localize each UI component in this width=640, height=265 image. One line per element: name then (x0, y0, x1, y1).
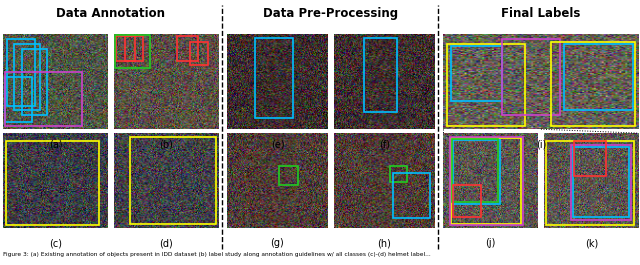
Bar (452, 139, 498, 202)
Bar (6, 141, 99, 225)
Text: (c): (c) (49, 238, 62, 249)
Bar (502, 39, 561, 115)
Bar (177, 36, 198, 61)
Bar (125, 36, 143, 61)
Text: (e): (e) (271, 140, 284, 150)
Bar (390, 166, 406, 182)
Text: Data Annotation: Data Annotation (56, 7, 166, 20)
Bar (280, 166, 298, 185)
Text: (k): (k) (585, 238, 598, 249)
Bar (546, 141, 634, 225)
Bar (130, 137, 216, 224)
Bar (115, 36, 150, 68)
Bar (5, 72, 82, 126)
Text: (f): (f) (379, 140, 390, 150)
Text: (h): (h) (378, 238, 392, 249)
Bar (5, 77, 33, 122)
Bar (452, 185, 481, 217)
Bar (116, 36, 135, 61)
Bar (574, 141, 605, 176)
Bar (392, 173, 430, 218)
Bar (364, 38, 397, 112)
Bar (8, 39, 35, 105)
Bar (189, 42, 209, 65)
Text: (d): (d) (159, 238, 173, 249)
Bar (451, 46, 502, 101)
Text: (i): (i) (536, 140, 546, 150)
Bar (451, 138, 521, 224)
Text: (j): (j) (485, 238, 495, 249)
Bar (571, 144, 631, 220)
Bar (255, 38, 292, 118)
Text: Figure 3: (a) Existing annotation of objects present in IDD dataset (b) label st: Figure 3: (a) Existing annotation of obj… (3, 252, 431, 257)
Bar (447, 44, 525, 126)
Bar (573, 147, 629, 217)
Bar (22, 49, 47, 115)
Bar (550, 42, 635, 126)
Bar (564, 44, 633, 110)
Bar (452, 140, 500, 204)
Bar (450, 137, 523, 225)
Text: (b): (b) (159, 140, 173, 150)
Text: Final Labels: Final Labels (501, 7, 580, 20)
Text: (g): (g) (271, 238, 284, 249)
Text: (a): (a) (49, 140, 62, 150)
Bar (13, 44, 40, 110)
Text: Data Pre-Processing: Data Pre-Processing (264, 7, 399, 20)
